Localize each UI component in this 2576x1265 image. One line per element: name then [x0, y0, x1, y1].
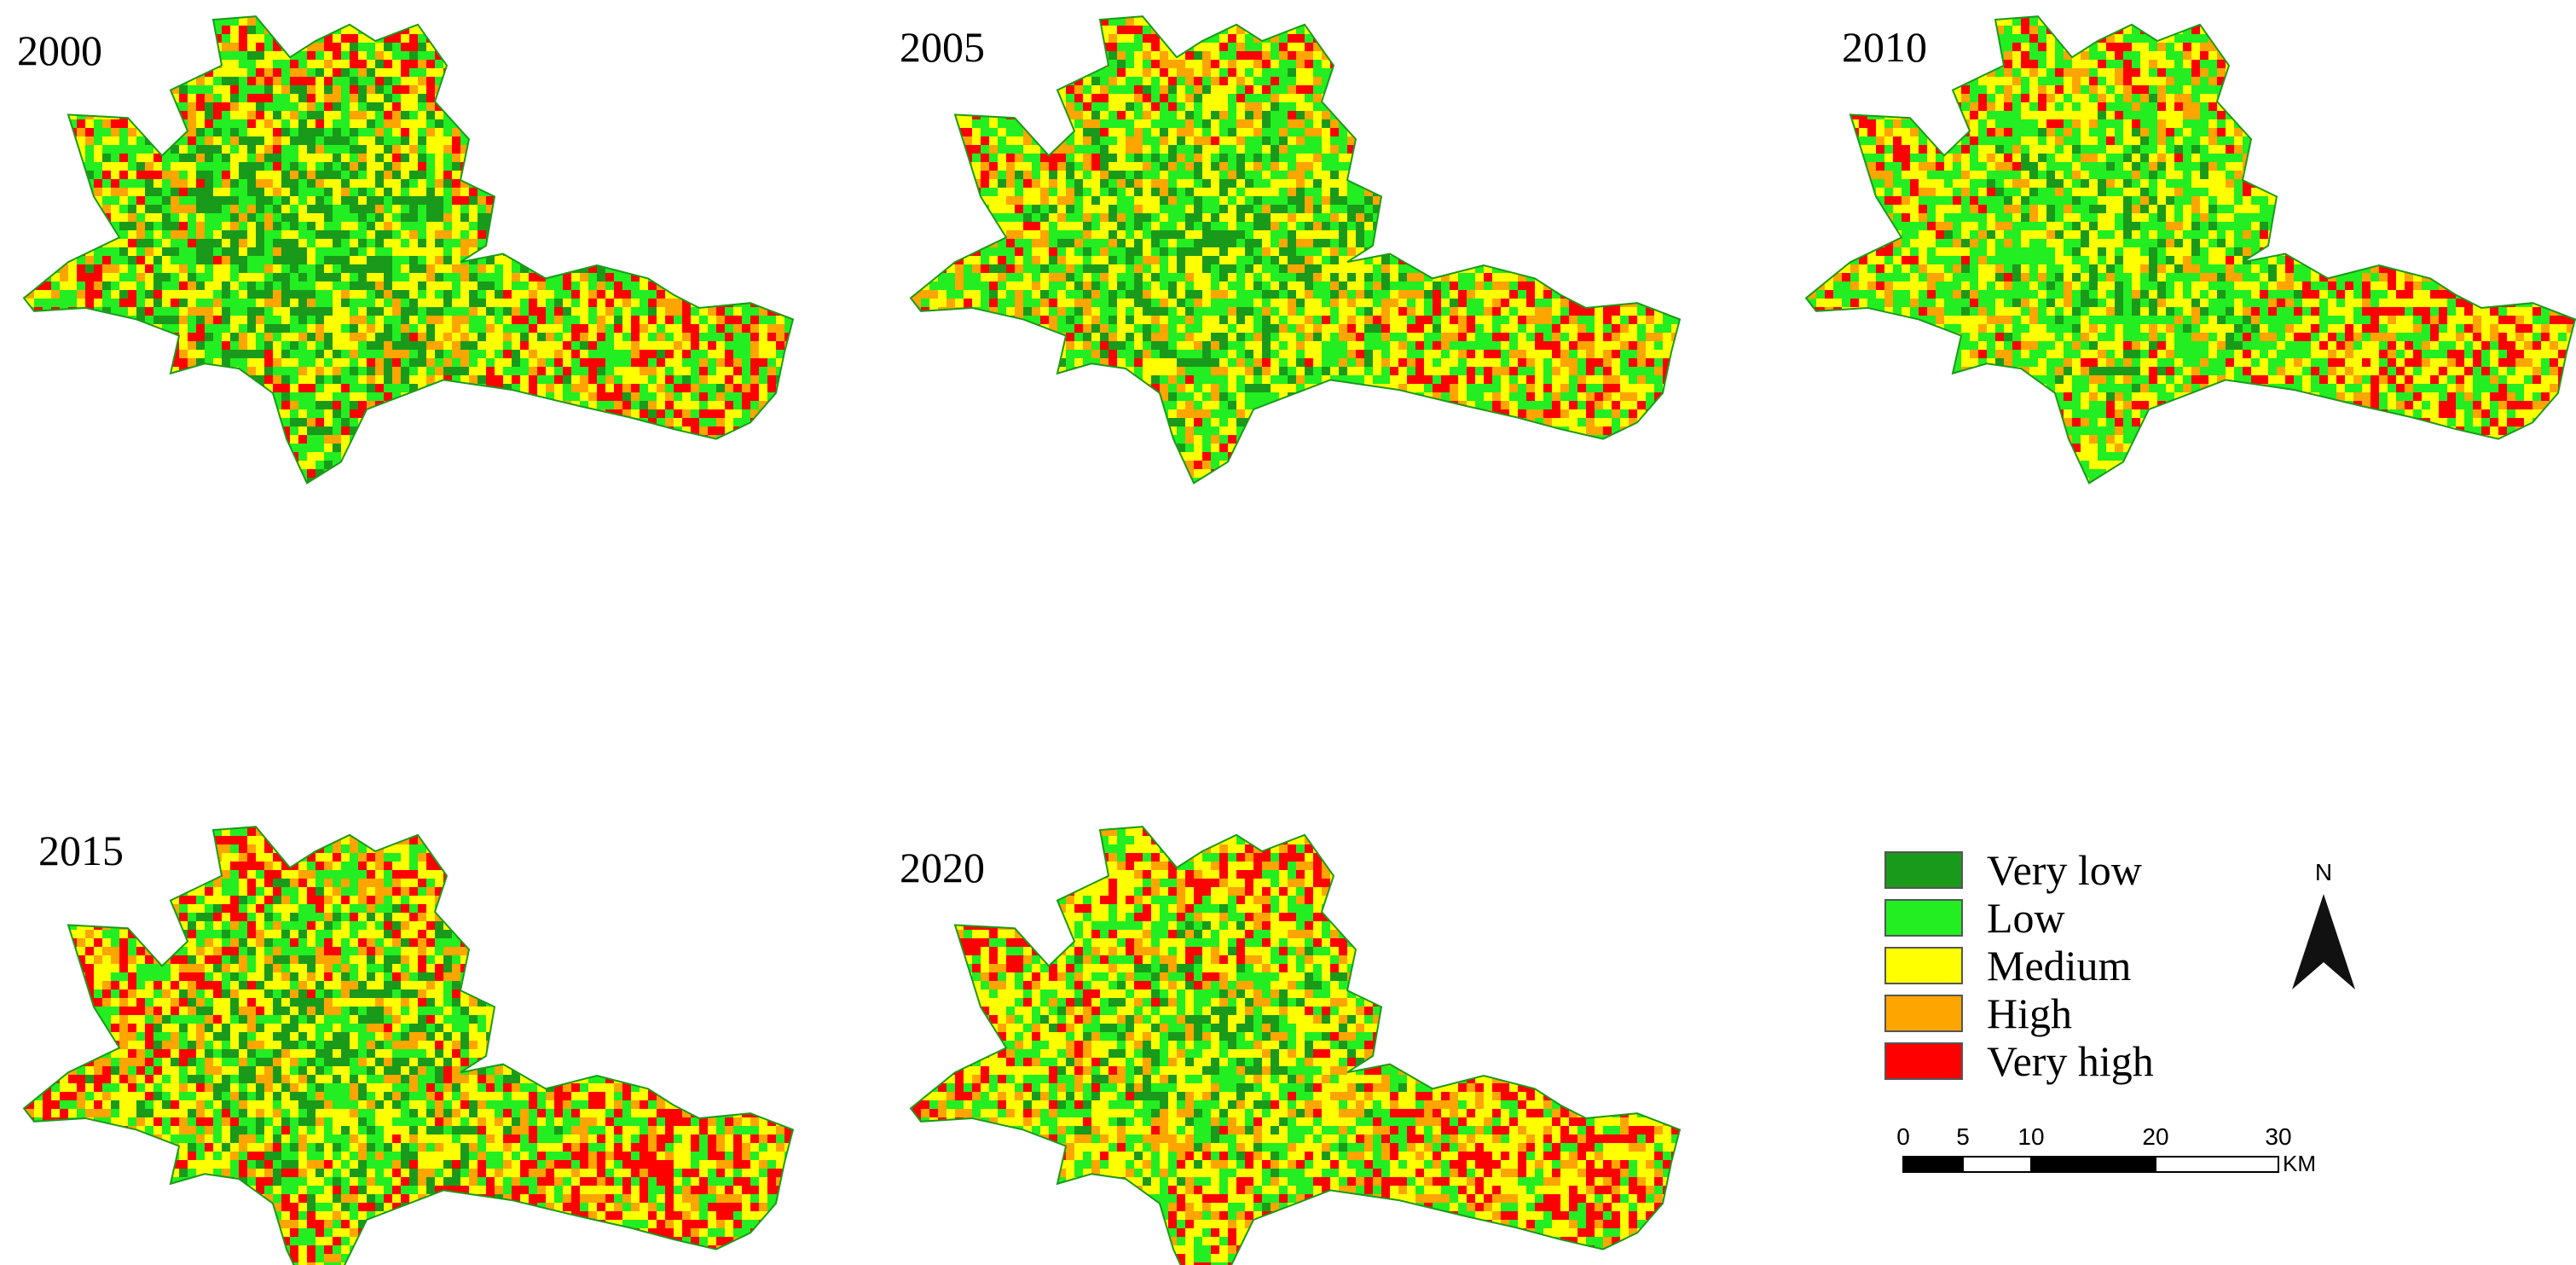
- scale-segment: [1902, 1156, 1964, 1173]
- map-raster: [1806, 16, 2575, 484]
- legend-swatch: [1884, 899, 1963, 937]
- scale-tick-label: 0: [1896, 1123, 1910, 1150]
- legend-item: Low: [1884, 894, 2154, 942]
- legend-label: Very high: [1987, 1036, 2154, 1086]
- map-raster: [24, 827, 793, 1265]
- legend-swatch: [1884, 947, 1963, 984]
- map-2010: [1804, 15, 2576, 485]
- map-2015: [22, 826, 795, 1265]
- map-panel-2005: 2005: [887, 0, 1682, 495]
- scale-segment: [1962, 1156, 2032, 1173]
- north-arrow-icon: [2292, 894, 2355, 989]
- year-label: 2005: [900, 26, 985, 68]
- map-panel-2020: 2020: [887, 810, 1682, 1265]
- scale-tick-label: 20: [2142, 1123, 2168, 1150]
- map-raster: [911, 827, 1680, 1265]
- legend-item: Very low: [1884, 846, 2154, 894]
- scale-segment: [2155, 1156, 2279, 1173]
- scale-unit: KM: [2283, 1151, 2316, 1176]
- map-panel-2000: 2000: [0, 0, 795, 495]
- legend-item: Very high: [1884, 1037, 2154, 1085]
- scale-tick-label: 30: [2265, 1123, 2291, 1150]
- scale-segment: [2030, 1156, 2156, 1173]
- scale-tick-label: 5: [1956, 1123, 1970, 1150]
- scale-bar: 0 5 10 20 30 KM: [1896, 1123, 2316, 1176]
- north-arrow: N: [2292, 859, 2355, 989]
- legend-item: High: [1884, 989, 2154, 1037]
- map-legend: Very low Low Medium High Very high: [1884, 846, 2154, 1085]
- map-outline: [909, 15, 1682, 485]
- legend-swatch: [1884, 995, 1963, 1032]
- year-label: 2000: [17, 29, 102, 72]
- map-2005: [909, 15, 1682, 485]
- map-2000: [22, 15, 795, 485]
- legend-item: Medium: [1884, 942, 2154, 989]
- map-panel-2010: 2010: [1782, 0, 2576, 495]
- year-label: 2015: [38, 829, 124, 872]
- map-2020: [909, 826, 1682, 1265]
- north-label: N: [2315, 859, 2332, 885]
- legend-label: Very low: [1987, 845, 2142, 895]
- map-outline: [22, 15, 795, 485]
- map-outline: [909, 826, 1682, 1265]
- scale-tick-label: 10: [2017, 1123, 2044, 1150]
- legend-label: Low: [1987, 893, 2065, 943]
- legend-label: High: [1987, 989, 2072, 1038]
- map-raster: [911, 16, 1680, 484]
- map-outline: [22, 826, 795, 1265]
- legend-swatch: [1884, 1042, 1963, 1080]
- map-panel-2015: 2015: [0, 810, 795, 1265]
- legend-swatch: [1884, 851, 1963, 889]
- map-raster: [24, 16, 793, 484]
- year-label: 2020: [900, 846, 985, 889]
- map-outline: [1804, 15, 2576, 485]
- legend-label: Medium: [1987, 941, 2131, 990]
- year-label: 2010: [1842, 26, 1927, 68]
